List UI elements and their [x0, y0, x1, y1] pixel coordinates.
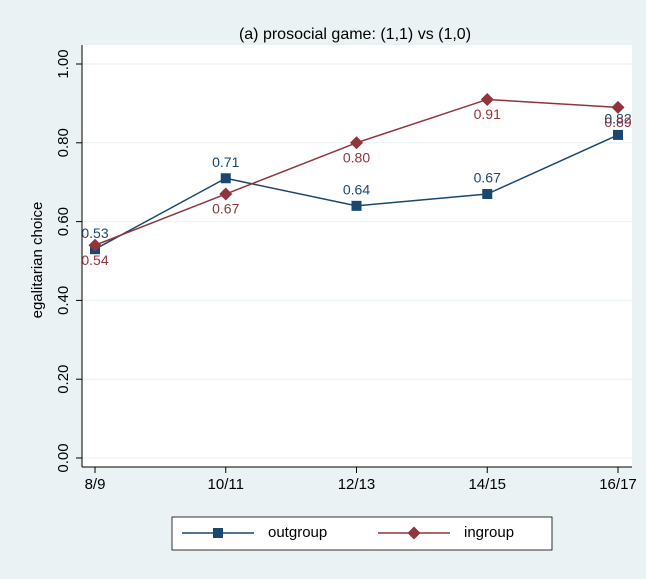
data-label: 0.67	[212, 201, 239, 217]
data-label: 0.71	[212, 154, 239, 170]
data-label: 0.54	[81, 252, 108, 268]
x-tick-label: 8/9	[85, 476, 106, 493]
plot-area	[82, 45, 632, 467]
y-tick-label: 0.40	[55, 286, 72, 315]
legend-label: outgroup	[268, 524, 327, 541]
data-point	[350, 136, 363, 150]
y-tick-label: 0.20	[55, 365, 72, 394]
data-point	[482, 189, 493, 200]
legend-marker	[407, 526, 421, 540]
y-tick-label: 1.00	[55, 49, 72, 78]
data-point	[88, 238, 102, 252]
legend-marker	[213, 528, 223, 538]
data-point	[351, 200, 362, 211]
data-point	[480, 92, 494, 106]
x-tick-label: 16/17	[599, 476, 637, 493]
data-label: 0.64	[343, 182, 370, 198]
x-tick-label: 12/13	[338, 476, 376, 493]
x-tick-label: 10/11	[208, 476, 244, 493]
data-point	[611, 100, 625, 114]
y-tick-label: 0.00	[55, 443, 72, 472]
data-label: 0.80	[343, 150, 370, 166]
data-point	[219, 187, 233, 201]
y-tick-label: 0.80	[55, 128, 72, 157]
data-label: 0.89	[604, 114, 631, 130]
data-label: 0.91	[474, 106, 501, 122]
data-label: 0.82	[604, 111, 631, 127]
data-point	[613, 129, 623, 140]
data-point	[220, 173, 231, 184]
chart-title: (a) prosocial game: (1,1) vs (1,0)	[239, 26, 471, 43]
legend-label: ingroup	[464, 524, 514, 541]
data-label: 0.53	[81, 225, 108, 241]
data-label: 0.67	[474, 170, 501, 186]
x-tick-label: 14/15	[468, 476, 506, 493]
y-axis-label: egalitarian choice	[29, 202, 46, 319]
y-tick-label: 0.60	[55, 207, 72, 236]
